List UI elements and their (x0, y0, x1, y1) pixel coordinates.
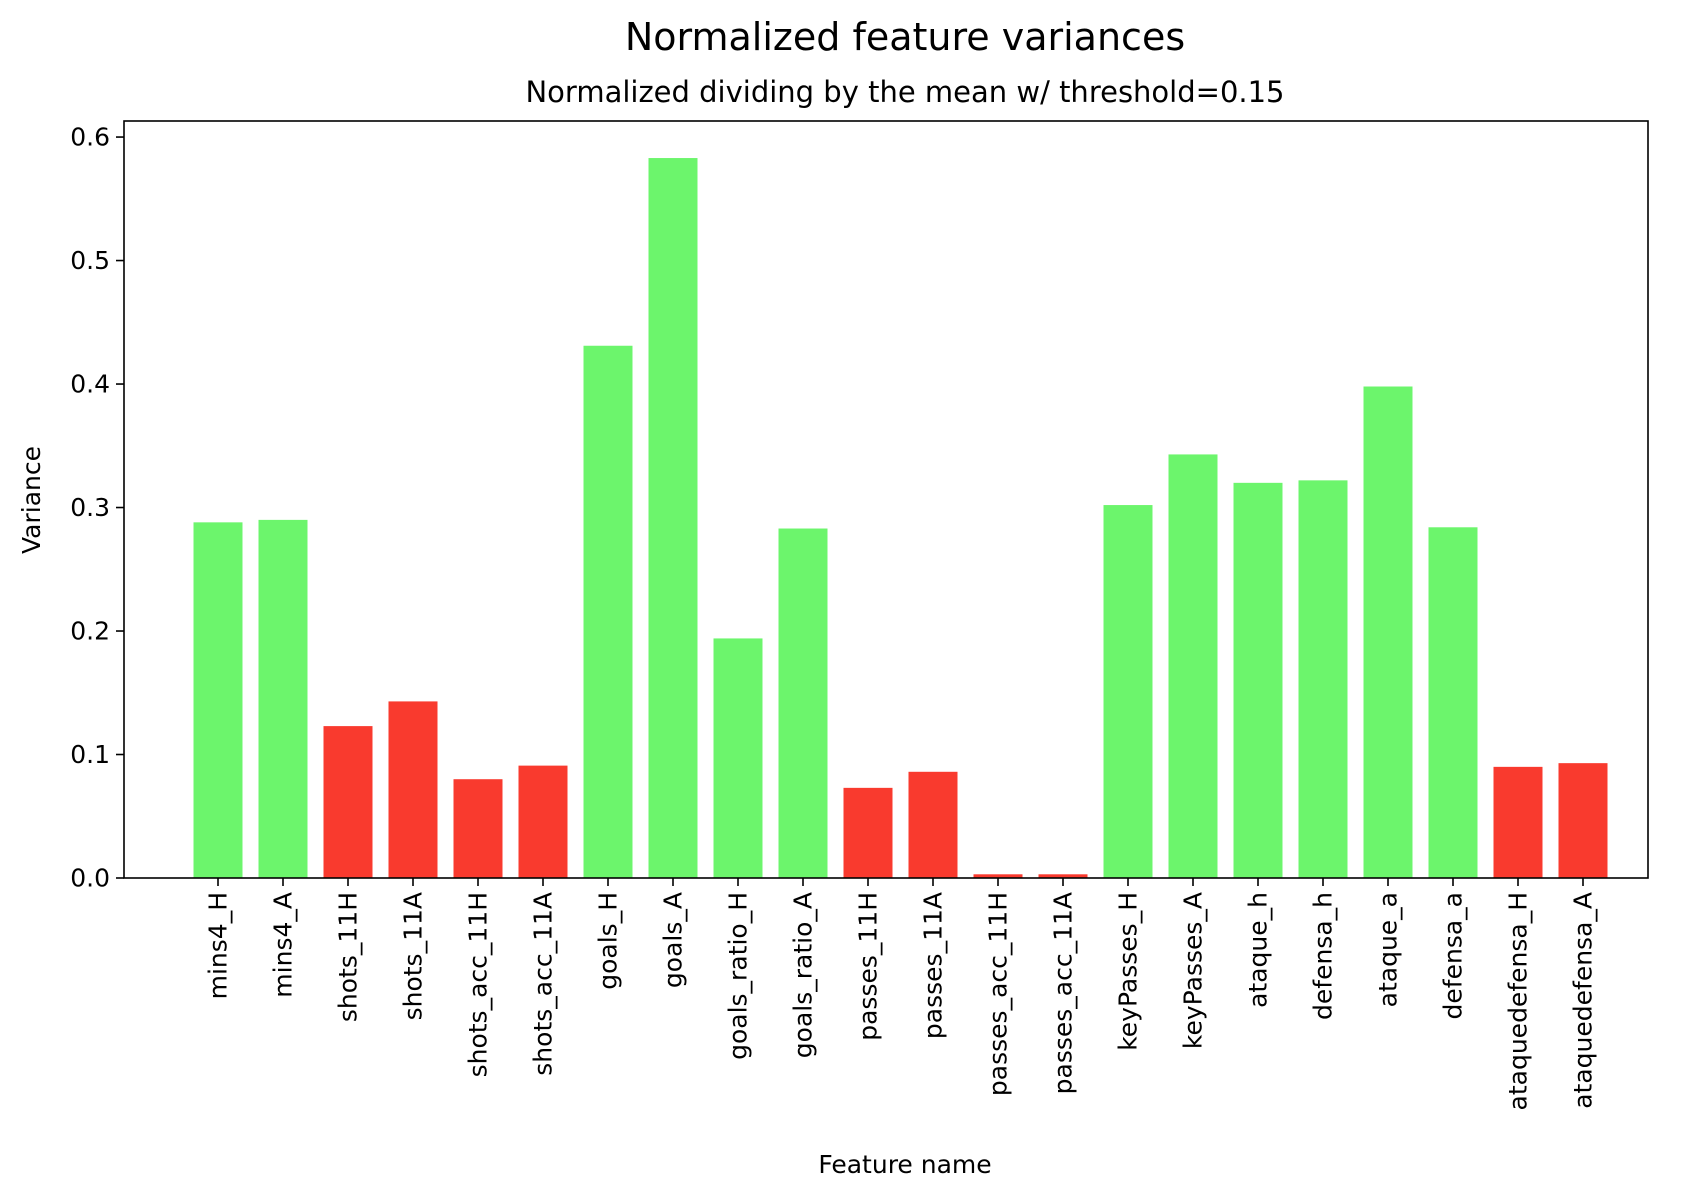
bar-shots_acc_11H (453, 779, 503, 878)
x-tick-label: defensa_a (1439, 892, 1468, 1019)
x-tick-label: passes_acc_11H (984, 892, 1013, 1096)
x-tick-label: shots_11H (334, 892, 363, 1022)
bar-mins4_H (193, 522, 243, 878)
x-tick-label: keyPasses_H (1114, 892, 1143, 1051)
chart-title: Normalized feature variances (625, 15, 1185, 59)
bar-goals_A (648, 158, 698, 878)
bar-defensa_a (1428, 527, 1478, 878)
x-tick-label: goals_ratio_A (789, 892, 818, 1058)
y-axis-ticks: 0.0 0.1 0.2 0.3 0.4 0.5 0.6 (70, 123, 124, 893)
bar-goals_ratio_A (778, 528, 828, 878)
bar-passes_11A (908, 771, 958, 878)
x-tick-label: ataque_a (1374, 892, 1403, 1007)
y-tick-label: 0.1 (70, 740, 110, 769)
x-tick-label: mins4_A (269, 892, 298, 998)
bar-passes_acc_11A (1038, 874, 1088, 878)
x-tick-label: ataque_h (1244, 892, 1273, 1008)
bar-keyPasses_H (1103, 505, 1153, 878)
x-tick-label: passes_acc_11A (1049, 892, 1078, 1094)
x-tick-label: goals_H (594, 892, 623, 990)
bar-goals_H (583, 345, 633, 878)
y-tick-label: 0.2 (70, 617, 110, 646)
y-axis-label: Variance (17, 446, 46, 554)
bar-ataquedefensa_A (1558, 763, 1608, 878)
bar-goals_ratio_H (713, 638, 763, 878)
x-tick-label: shots_acc_11A (529, 892, 558, 1076)
bar-ataque_a (1363, 386, 1413, 878)
x-tick-label: defensa_h (1309, 892, 1338, 1020)
x-tick-label: goals_ratio_H (724, 892, 753, 1060)
x-axis-label: Feature name (818, 1150, 991, 1179)
y-tick-label: 0.6 (70, 123, 110, 152)
bar-ataquedefensa_H (1493, 766, 1543, 878)
y-tick-label: 0.4 (70, 370, 110, 399)
x-tick-label: mins4_H (204, 892, 233, 999)
bars-group (193, 158, 1608, 878)
x-axis-ticks: mins4_H mins4_A shots_11H shots_11A shots_ac… (204, 878, 1598, 1110)
bar-shots_11H (323, 726, 373, 878)
plot-frame (123, 120, 1649, 879)
bar-ataque_h (1233, 482, 1283, 878)
y-tick-label: 0.0 (70, 864, 110, 893)
y-tick-label: 0.3 (70, 493, 110, 522)
bar-passes_11H (843, 787, 893, 878)
x-tick-label: passes_11A (919, 892, 948, 1039)
bar-mins4_A (258, 519, 308, 878)
bar-keyPasses_A (1168, 454, 1218, 878)
y-tick-label: 0.5 (70, 246, 110, 275)
x-tick-label: goals_A (659, 892, 688, 988)
bar-passes_acc_11H (973, 874, 1023, 878)
x-tick-label: shots_11A (399, 892, 428, 1020)
x-tick-label: passes_11H (854, 892, 883, 1041)
bar-shots_11A (388, 701, 438, 878)
x-tick-label: ataquedefensa_H (1504, 892, 1533, 1110)
x-tick-label: ataquedefensa_A (1569, 892, 1598, 1109)
bar-shots_acc_11A (518, 765, 568, 878)
x-tick-label: shots_acc_11H (464, 892, 493, 1077)
x-tick-label: keyPasses_A (1179, 892, 1208, 1049)
bar-defensa_h (1298, 480, 1348, 878)
chart-subtitle: Normalized dividing by the mean w/ thres… (525, 75, 1284, 109)
